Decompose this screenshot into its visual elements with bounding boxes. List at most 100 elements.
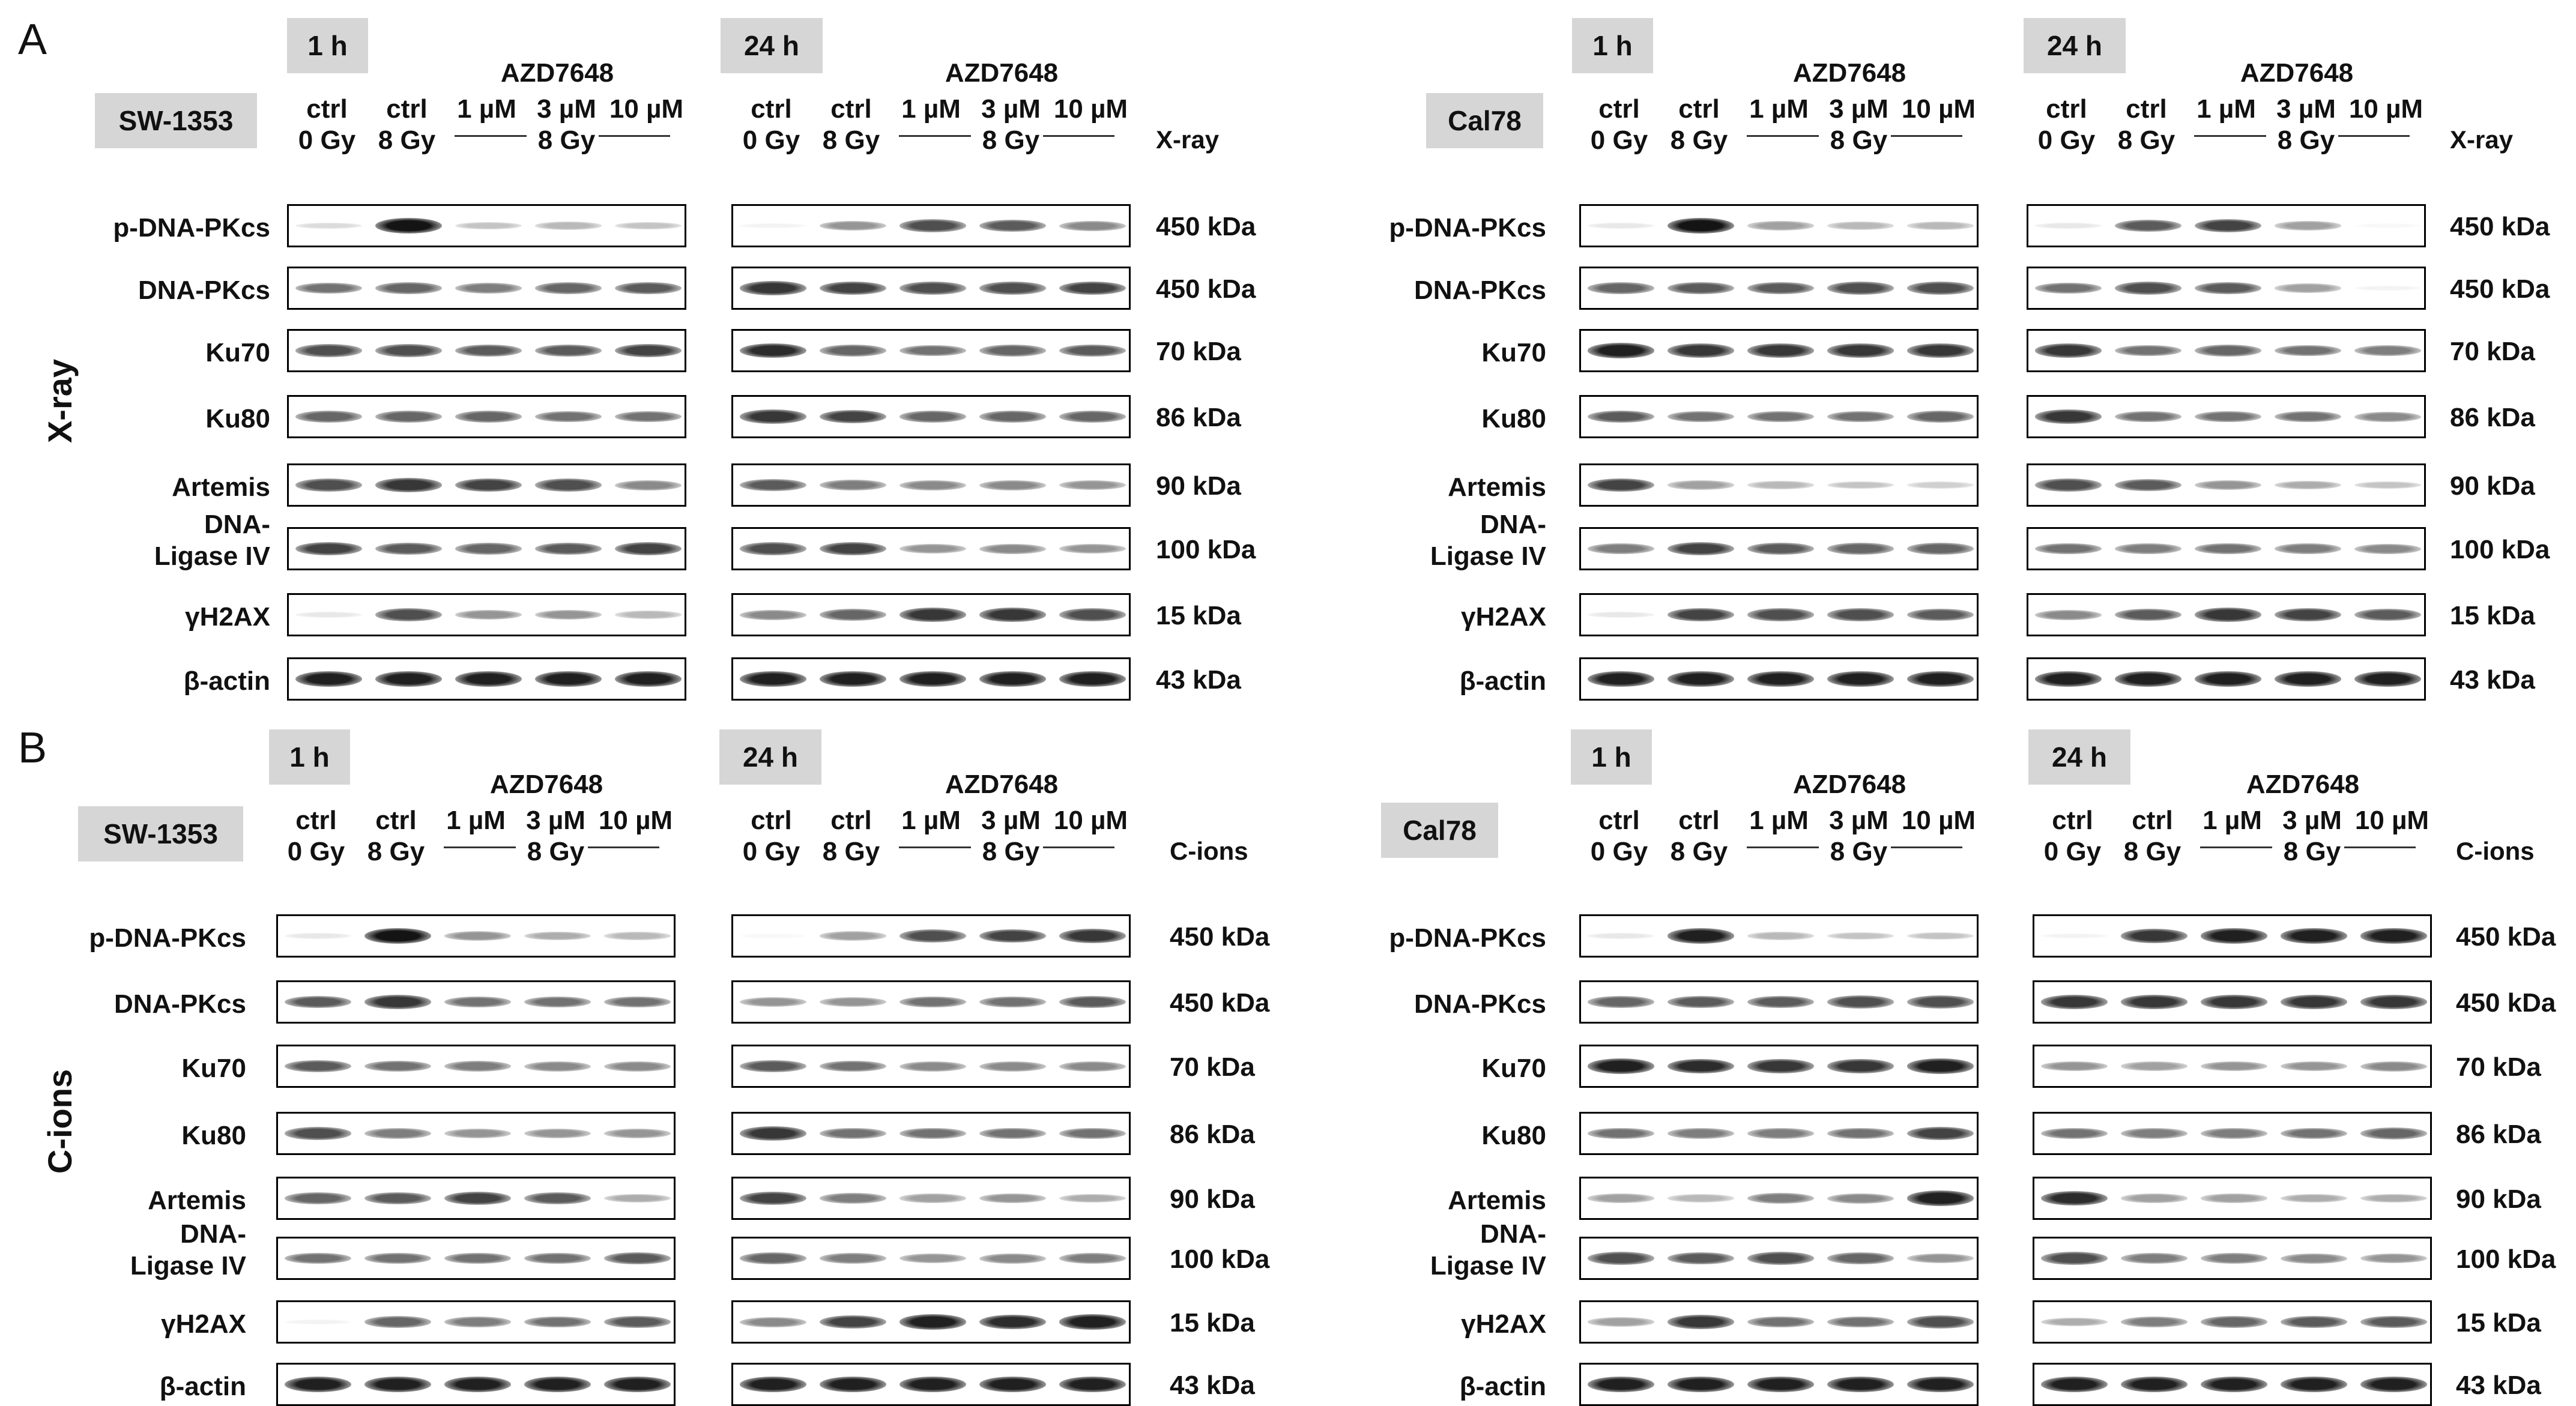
- blot-band: [899, 1253, 967, 1264]
- lane-label-top: 3 µM: [1829, 94, 1888, 124]
- blot-band: [524, 1061, 591, 1072]
- blot-band: [364, 928, 432, 944]
- kda-label: 43 kDa: [1170, 1371, 1255, 1400]
- dose-bracket-rule: [1042, 846, 1115, 848]
- lane-label-bottom: 8 Gy: [537, 125, 596, 155]
- protein-label: DNA- Ligase IV: [1430, 510, 1546, 571]
- blot-strip: [731, 657, 1131, 701]
- blot-band: [1906, 481, 1974, 489]
- blot-band: [2114, 608, 2182, 621]
- blot-band: [1827, 1193, 1894, 1204]
- blot-band: [1827, 411, 1894, 423]
- blot-band: [364, 1128, 432, 1139]
- blot-band: [1059, 344, 1126, 357]
- kda-label: 15 kDa: [1156, 601, 1241, 630]
- radiation-type-label: X-ray: [1156, 125, 1220, 154]
- blot-band: [375, 218, 443, 234]
- blot-strip: [1579, 329, 1979, 372]
- blot-band: [2360, 1061, 2428, 1072]
- blot-band: [899, 219, 967, 232]
- blot-strip: [287, 657, 686, 701]
- blot-band: [819, 480, 887, 490]
- blot-band: [295, 478, 363, 492]
- drug-label: AZD7648: [1792, 770, 1906, 799]
- blot-strip: [731, 593, 1131, 636]
- blot-band: [819, 1060, 887, 1072]
- blot-band: [2034, 282, 2102, 294]
- dose-bracket-rule: [2338, 135, 2410, 137]
- cell-line-label: Cal78: [1426, 93, 1543, 148]
- blot-strip: [276, 980, 676, 1024]
- blot-band: [1667, 480, 1735, 490]
- blot-band: [979, 1314, 1047, 1330]
- kda-label: 86 kDa: [1156, 403, 1241, 432]
- lane-label-top: ctrl: [1598, 94, 1640, 124]
- blot-strip: [1579, 463, 1979, 507]
- lane-label-top: 1 µM: [2197, 94, 2256, 124]
- lane-label-top: ctrl: [830, 806, 872, 835]
- blot-strip: [2027, 527, 2426, 570]
- blot-band: [1587, 1193, 1655, 1203]
- blot-band: [284, 1127, 352, 1140]
- lane-label-top: 1 µM: [901, 94, 961, 124]
- blot-band: [979, 1253, 1047, 1264]
- kda-label: 100 kDa: [1156, 535, 1256, 564]
- blot-band: [2040, 1127, 2108, 1139]
- blot-band: [739, 542, 807, 555]
- blot-band: [1667, 608, 1735, 622]
- lane-label-bottom: 8 Gy: [822, 125, 880, 155]
- lane-label-bottom: 0 Gy: [287, 837, 345, 866]
- kda-label: 450 kDa: [2450, 274, 2550, 304]
- blot-band: [1059, 929, 1126, 943]
- blot-band: [2114, 345, 2182, 357]
- blot-band: [2194, 282, 2262, 295]
- blot-band: [2274, 221, 2342, 231]
- blot-band: [1667, 1128, 1735, 1139]
- blot-strip: [2033, 1112, 2432, 1155]
- blot-band: [2120, 1377, 2188, 1392]
- dose-bracket-rule: [2194, 135, 2266, 137]
- blot-band: [979, 282, 1047, 295]
- blot-strip: [731, 1237, 1131, 1280]
- kda-label: 100 kDa: [2450, 535, 2550, 564]
- blot-band: [1827, 995, 1894, 1009]
- lane-label-top: 3 µM: [2276, 94, 2336, 124]
- kda-label: 86 kDa: [2450, 403, 2535, 432]
- blot-band: [979, 929, 1047, 943]
- blot-band: [2354, 223, 2422, 229]
- blot-band: [1587, 343, 1655, 358]
- blot-band: [1059, 480, 1126, 490]
- blot-band: [2040, 1252, 2108, 1265]
- blot-band: [739, 1191, 807, 1205]
- blot-band: [1667, 1315, 1735, 1329]
- blot-band: [524, 1252, 591, 1264]
- blot-strip: [2033, 1177, 2432, 1220]
- blot-band: [2200, 1061, 2268, 1072]
- lane-label-top: ctrl: [751, 94, 792, 124]
- blot-band: [614, 671, 682, 687]
- blot-band: [2034, 478, 2102, 492]
- lane-label-top: ctrl: [1678, 94, 1720, 124]
- blot-band: [444, 1317, 512, 1327]
- panel-letter: B: [18, 724, 47, 772]
- dose-bracket-rule: [587, 846, 660, 848]
- blot-band: [899, 1193, 967, 1203]
- dose-bracket-rule: [2344, 846, 2416, 848]
- blot-band: [739, 343, 807, 358]
- blot-band: [2040, 1317, 2108, 1327]
- blot-band: [1827, 543, 1894, 555]
- blot-band: [1059, 543, 1126, 554]
- blot-band: [534, 478, 602, 492]
- blot-strip: [287, 329, 686, 372]
- blot-band: [1059, 1314, 1126, 1330]
- blot-band: [899, 608, 967, 622]
- blot-band: [819, 220, 887, 231]
- blot-band: [1667, 343, 1735, 358]
- timepoint-label: 1 h: [269, 729, 350, 785]
- timepoint-label: 24 h: [2028, 729, 2130, 785]
- drug-label: AZD7648: [489, 770, 603, 799]
- blot-band: [2194, 480, 2262, 490]
- blot-band: [2120, 995, 2188, 1009]
- protein-label: Ku80: [205, 404, 270, 433]
- blot-band: [534, 542, 602, 555]
